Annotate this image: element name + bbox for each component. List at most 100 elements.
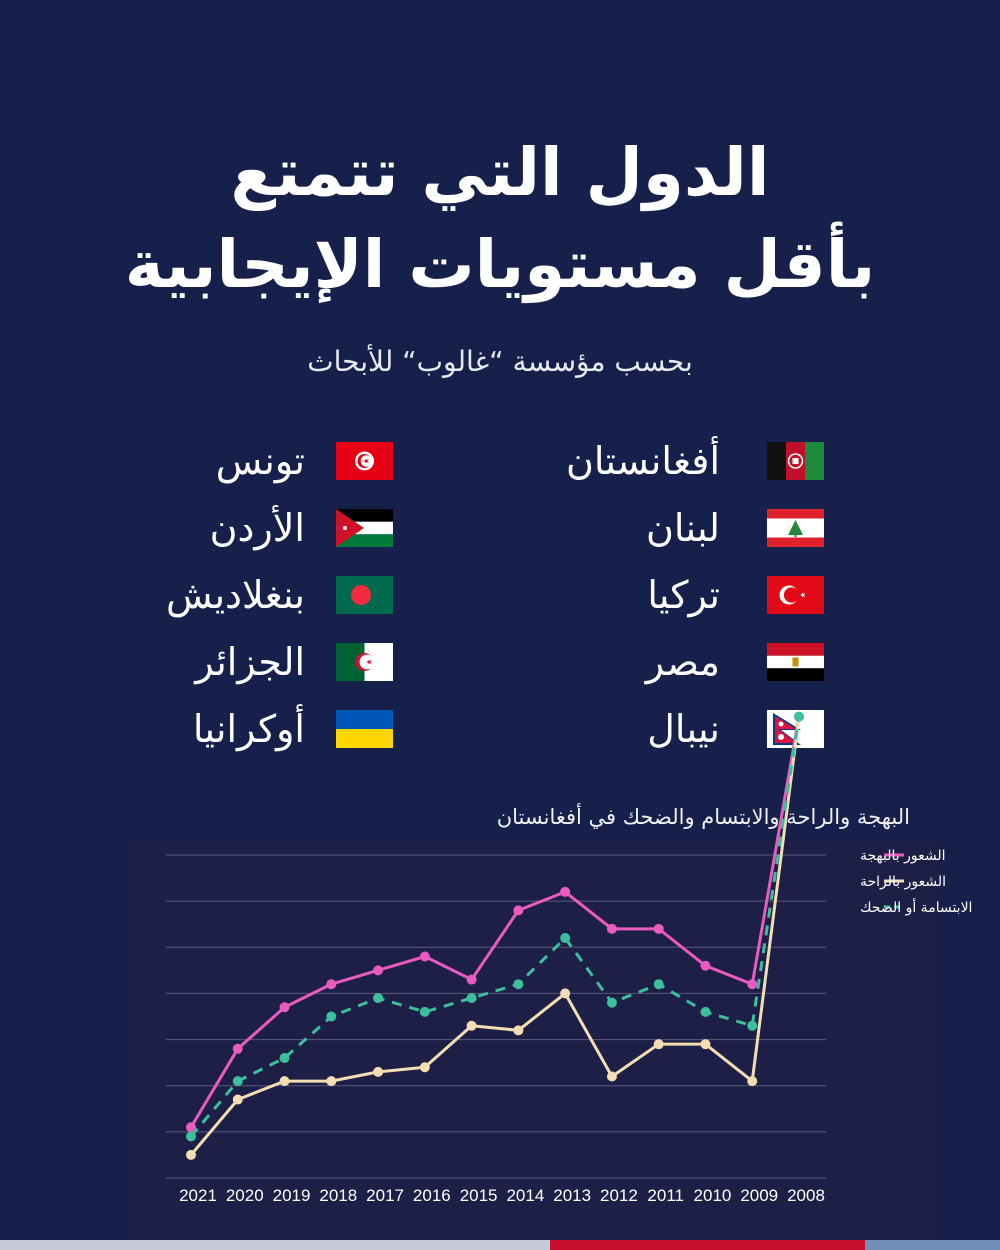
data-point	[186, 1149, 196, 1160]
turkey-flag-icon	[767, 576, 824, 614]
data-point	[232, 1043, 243, 1054]
x-axis-ticks: 2021 2020 2019 2018 2017 2016 2015 2014 2013 2012…	[179, 1186, 825, 1205]
country-row-egypt: مصر	[555, 637, 830, 687]
country-row-jordan: الأردن	[140, 503, 400, 553]
x-tick-label: 2011	[647, 1186, 684, 1205]
algeria-flag-icon	[336, 643, 393, 681]
data-point	[513, 1025, 524, 1036]
bangladesh-flag-icon	[336, 576, 393, 614]
data-point	[186, 1131, 196, 1142]
data-point	[466, 1020, 477, 1031]
data-point	[466, 974, 477, 985]
data-point	[747, 979, 758, 990]
country-name: مصر	[645, 640, 720, 684]
x-tick-label: 2009	[740, 1186, 778, 1205]
page-title-line2: بأقل مستويات الإيجابية	[124, 226, 876, 303]
data-point	[653, 979, 664, 990]
x-tick-label: 2013	[553, 1186, 591, 1205]
data-point	[373, 1066, 384, 1077]
data-point	[279, 1053, 290, 1064]
footer-bar-gray	[0, 1240, 550, 1250]
country-row-afghanistan: أفغانستان	[555, 436, 830, 486]
data-point	[700, 1039, 711, 1050]
data-point	[419, 951, 430, 962]
country-row-ukraine: أوكرانيا	[140, 704, 400, 754]
data-point	[560, 886, 571, 897]
lebanon-flag-icon	[767, 509, 824, 547]
chart-legend: الشعور بالبهجة الشعور بالراحة الابتسامة أو…	[860, 848, 972, 916]
data-point	[419, 1006, 430, 1017]
data-point	[606, 1071, 617, 1082]
afghanistan-flag-icon	[767, 442, 824, 480]
data-point	[606, 923, 617, 934]
country-name: أفغانستان	[565, 439, 720, 483]
tunisia-flag-icon	[336, 442, 393, 480]
data-point	[373, 965, 384, 976]
data-point	[513, 905, 524, 916]
x-tick-label: 2012	[600, 1186, 638, 1205]
data-point	[186, 1122, 196, 1133]
data-point	[747, 1076, 758, 1087]
data-point	[794, 711, 804, 722]
chart-title: البهجة والراحة والابتسام والضحك في أفغان…	[496, 805, 910, 829]
country-name: نيبال	[647, 707, 720, 751]
egypt-flag-icon	[767, 643, 824, 681]
legend-label: الشعور بالبهجة	[860, 848, 946, 864]
data-point	[700, 960, 711, 971]
x-tick-label: 2020	[226, 1186, 264, 1205]
data-point	[653, 1039, 664, 1050]
data-point	[232, 1094, 243, 1105]
data-point	[606, 997, 617, 1008]
jordan-flag-icon	[336, 509, 393, 547]
data-point	[466, 993, 477, 1004]
country-name: الجزائر	[195, 640, 305, 684]
country-name: أوكرانيا	[192, 707, 305, 751]
x-tick-label: 2016	[413, 1186, 451, 1205]
data-point	[279, 1002, 290, 1013]
data-point	[700, 1006, 711, 1017]
x-tick-label: 2015	[460, 1186, 498, 1205]
page-title-line1: الدول التي تتمتع	[230, 134, 770, 211]
chart-gridlines	[166, 854, 826, 1179]
data-point	[232, 1076, 243, 1087]
page-subtitle: بحسب مؤسسة “غالوب“ للأبحاث	[307, 345, 693, 378]
x-tick-label: 2014	[506, 1186, 544, 1205]
country-name: تونس	[215, 439, 305, 483]
footer-bar-red	[550, 1240, 865, 1250]
series-line	[189, 716, 801, 1156]
data-point	[513, 979, 524, 990]
x-tick-label: 2010	[694, 1186, 732, 1205]
footer-bar-blue	[865, 1240, 1000, 1250]
data-point	[653, 923, 664, 934]
country-name: لبنان	[646, 506, 720, 550]
x-tick-label: 2021	[179, 1186, 217, 1205]
country-row-bangladesh: بنغلاديش	[140, 570, 400, 620]
country-row-algeria: الجزائر	[140, 637, 400, 687]
series-line	[189, 716, 801, 1138]
data-point	[419, 1062, 430, 1073]
country-row-tunisia: تونس	[140, 436, 400, 486]
chart-series	[186, 711, 804, 1160]
data-point	[326, 979, 337, 990]
x-tick-label: 2017	[366, 1186, 404, 1205]
country-name: بنغلاديش	[166, 573, 305, 617]
data-point	[279, 1076, 290, 1087]
x-tick-label: 2008	[787, 1186, 825, 1205]
data-point	[373, 993, 384, 1004]
country-row-turkey: تركيا	[555, 570, 830, 620]
data-point	[560, 933, 571, 944]
series-line	[189, 716, 801, 1129]
data-point	[747, 1020, 758, 1031]
legend-label: الشعور بالراحة	[860, 874, 946, 890]
ukraine-flag-icon	[336, 710, 393, 748]
data-point	[326, 1076, 337, 1087]
x-tick-label: 2018	[319, 1186, 357, 1205]
chart-background	[126, 840, 940, 1242]
data-point	[326, 1011, 337, 1022]
country-name: الأردن	[209, 506, 305, 550]
legend-label: الابتسامة أو الضحك	[860, 898, 972, 916]
x-tick-label: 2019	[273, 1186, 311, 1205]
data-point	[560, 988, 571, 999]
country-row-lebanon: لبنان	[555, 503, 830, 553]
country-name: تركيا	[647, 573, 720, 617]
